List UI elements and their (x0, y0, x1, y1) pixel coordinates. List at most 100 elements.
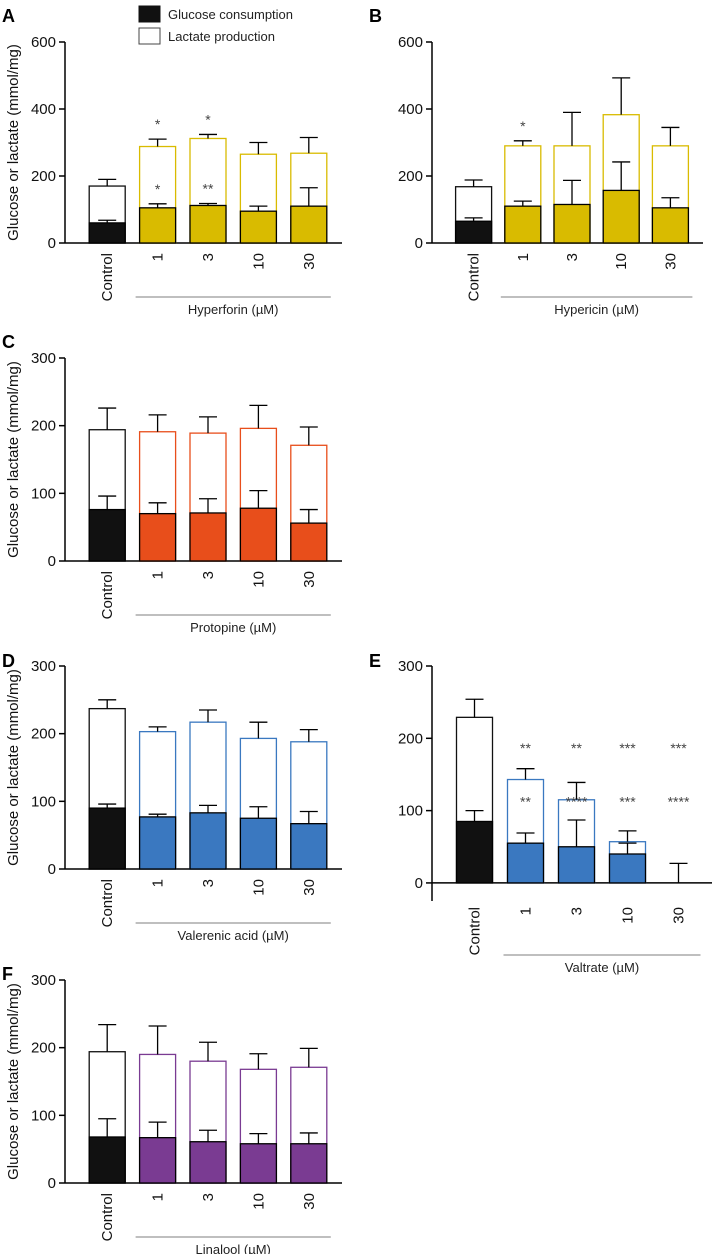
glucose-bar (88, 222, 126, 244)
glucose-significance: **** (566, 794, 588, 810)
glucose-bar (189, 512, 227, 562)
y-tick-label: 200 (31, 418, 56, 435)
panel-b: B 0 200 400 600 Control * 1 3 10 30 Hypericin (µM) (369, 6, 703, 317)
x-tick-label: 1 (150, 1193, 167, 1201)
y-tick-label: 300 (31, 350, 56, 367)
x-tick-label: 3 (564, 253, 581, 261)
glucose-bar (138, 816, 177, 870)
x-tick-label: 30 (301, 1193, 318, 1210)
x-tick-label: 10 (613, 253, 630, 270)
group-label: Protopine (µM) (190, 620, 276, 635)
y-tick-label: 0 (415, 875, 423, 892)
legend-lactate-swatch (138, 27, 161, 45)
x-tick-label: Control (99, 1193, 116, 1241)
x-tick-label: 30 (671, 907, 688, 924)
glucose-bar (602, 189, 640, 244)
x-tick-label: Control (467, 907, 484, 955)
panel-d: D 0 100 200 300 Glucose or lactate (mmol/mg) C… (2, 651, 342, 943)
panel-f: F 0 100 200 300 Glucose or lactate (mmol/mg) C… (2, 964, 342, 1254)
y-tick-label: 0 (48, 235, 56, 252)
glucose-bar (88, 1136, 126, 1184)
y-tick-label: 600 (31, 34, 56, 51)
glucose-bar (138, 207, 177, 244)
panel-letter: A (2, 6, 15, 26)
glucose-significance: * (155, 181, 161, 197)
glucose-bar (290, 522, 328, 562)
x-tick-label: Control (99, 253, 116, 301)
y-axis-label: Glucose or lactate (mmol/mg) (5, 361, 22, 558)
y-tick-label: 0 (48, 553, 56, 570)
panel-e: E0100200300Control****1******3******10**… (369, 651, 712, 975)
panels: A 0 200 400 600 Glucose or lactate (mmol/mg) C… (2, 6, 712, 1254)
x-tick-label: Control (99, 879, 116, 927)
x-tick-label: 3 (200, 1193, 217, 1201)
lactate-significance: * (205, 111, 211, 127)
x-tick-label: 3 (200, 879, 217, 887)
y-tick-label: 0 (48, 1175, 56, 1192)
glucose-bar (239, 507, 278, 562)
panel-c: C 0 100 200 300 Glucose or lactate (mmol/mg) C… (2, 332, 342, 635)
glucose-bar (557, 846, 596, 884)
x-tick-label: 10 (250, 571, 267, 588)
glucose-bar (88, 807, 126, 870)
glucose-bar (239, 210, 278, 244)
glucose-bar (138, 1137, 177, 1184)
legend-glucose-swatch (138, 5, 161, 23)
lactate-significance: ** (520, 740, 531, 756)
group-label: Valerenic acid (µM) (178, 928, 289, 943)
panel-letter: F (2, 964, 13, 984)
x-tick-label: 30 (301, 253, 318, 270)
panel-letter: B (369, 6, 382, 26)
panel-a: A 0 200 400 600 Glucose or lactate (mmol/mg) C… (2, 6, 342, 317)
x-tick-label: 1 (518, 907, 535, 915)
lactate-significance: *** (670, 740, 687, 756)
x-tick-label: 30 (301, 879, 318, 896)
y-tick-label: 400 (398, 101, 423, 118)
group-label: Hyperforin (µM) (188, 302, 279, 317)
glucose-bar (290, 205, 328, 244)
y-axis-label: Glucose or lactate (mmol/mg) (5, 44, 22, 241)
lactate-significance: * (155, 116, 161, 132)
y-tick-label: 100 (31, 793, 56, 810)
x-tick-label: 3 (569, 907, 586, 915)
x-tick-label: 1 (515, 253, 532, 261)
x-tick-label: 1 (150, 571, 167, 579)
legend-glucose-label: Glucose consumption (168, 7, 293, 22)
glucose-bar (138, 512, 177, 562)
y-tick-label: 0 (415, 235, 423, 252)
glucose-significance: *** (619, 794, 636, 810)
lactate-significance: * (520, 118, 526, 134)
panel-letter: C (2, 332, 15, 352)
glucose-bar (506, 842, 545, 884)
glucose-bar (189, 204, 227, 244)
glucose-bar (608, 853, 647, 884)
y-tick-label: 100 (398, 803, 423, 820)
lactate-significance: ** (571, 740, 582, 756)
glucose-bar (239, 817, 278, 870)
x-tick-label: 1 (150, 253, 167, 261)
y-tick-label: 200 (31, 168, 56, 185)
x-tick-label: 10 (250, 1193, 267, 1210)
y-tick-label: 300 (31, 658, 56, 675)
y-tick-label: 300 (398, 658, 423, 675)
x-tick-label: 1 (150, 879, 167, 887)
x-tick-label: Control (466, 253, 483, 301)
y-tick-label: 300 (31, 972, 56, 989)
y-axis-label: Glucose or lactate (mmol/mg) (5, 669, 22, 866)
y-tick-label: 600 (398, 34, 423, 51)
x-tick-label: 10 (620, 907, 637, 924)
panel-letter: D (2, 651, 15, 671)
group-label: Valtrate (µM) (565, 960, 639, 975)
glucose-bar (189, 1141, 227, 1184)
glucose-bar (290, 1143, 328, 1184)
y-tick-label: 200 (31, 726, 56, 743)
glucose-significance: ** (520, 794, 531, 810)
x-tick-label: Control (99, 571, 116, 619)
y-tick-label: 200 (398, 730, 423, 747)
group-label: Linalool (µM) (195, 1242, 270, 1254)
glucose-bar (239, 1143, 278, 1184)
glucose-bar (651, 207, 690, 244)
glucose-bar (454, 220, 493, 244)
y-tick-label: 0 (48, 861, 56, 878)
